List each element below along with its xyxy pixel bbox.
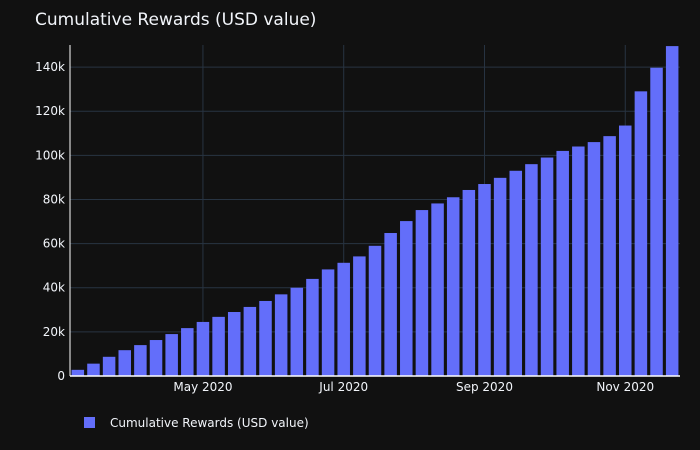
x-tick-label: Sep 2020 (456, 380, 513, 394)
bar[interactable] (431, 203, 444, 376)
legend[interactable]: Cumulative Rewards (USD value) (84, 416, 309, 430)
y-tick-label: 140k (35, 60, 65, 74)
bar[interactable] (462, 189, 476, 376)
y-tick-label: 40k (43, 281, 65, 295)
bar[interactable] (650, 67, 663, 376)
bar[interactable] (478, 184, 491, 376)
bar[interactable] (274, 294, 288, 376)
bar[interactable] (353, 256, 366, 376)
y-tick-label: 80k (43, 192, 65, 206)
x-tick-label: Jul 2020 (318, 380, 368, 394)
bar[interactable] (415, 210, 429, 376)
bar[interactable] (509, 170, 523, 376)
bar[interactable] (587, 142, 601, 376)
x-tick-label: Nov 2020 (596, 380, 654, 394)
bar-series (71, 46, 679, 376)
bar[interactable] (134, 345, 147, 376)
bar[interactable] (368, 245, 382, 376)
legend-label[interactable]: Cumulative Rewards (USD value) (110, 416, 309, 430)
bar[interactable] (149, 340, 163, 376)
bar[interactable] (165, 334, 178, 376)
bar[interactable] (118, 350, 131, 376)
bar[interactable] (227, 312, 241, 376)
bar[interactable] (603, 136, 616, 376)
y-tick-label: 120k (35, 104, 65, 118)
bar[interactable] (321, 269, 335, 376)
y-tick-labels: 0 20k 40k 60k 80k 100k 120k 140k (35, 60, 65, 383)
y-tick-label: 100k (35, 148, 65, 162)
bar[interactable] (337, 262, 350, 376)
bar[interactable] (306, 278, 319, 376)
bar[interactable] (400, 221, 413, 376)
bar[interactable] (540, 157, 554, 376)
chart-title: Cumulative Rewards (USD value) (35, 10, 316, 30)
bar[interactable] (556, 150, 569, 376)
bar[interactable] (71, 369, 85, 376)
bar[interactable] (493, 177, 507, 376)
bar[interactable] (384, 233, 397, 376)
x-tick-label: May 2020 (173, 380, 232, 394)
bar[interactable] (243, 306, 257, 376)
bar[interactable] (259, 300, 272, 376)
bar[interactable] (525, 164, 538, 376)
bar[interactable] (446, 197, 460, 376)
bar[interactable] (212, 316, 225, 376)
legend-swatch[interactable] (84, 417, 95, 428)
bar[interactable] (619, 125, 632, 376)
bar[interactable] (572, 146, 585, 376)
y-tick-label: 0 (57, 369, 65, 383)
bar[interactable] (102, 356, 116, 376)
axes (69, 45, 680, 377)
bar[interactable] (196, 321, 210, 376)
bar[interactable] (290, 287, 304, 376)
bar[interactable] (87, 363, 100, 376)
y-tick-label: 20k (43, 325, 65, 339)
bar[interactable] (634, 91, 648, 376)
bar[interactable] (665, 46, 679, 376)
x-tick-labels: May 2020 Jul 2020 Sep 2020 Nov 2020 (173, 380, 654, 394)
y-tick-label: 60k (43, 237, 65, 251)
bar[interactable] (181, 328, 194, 376)
